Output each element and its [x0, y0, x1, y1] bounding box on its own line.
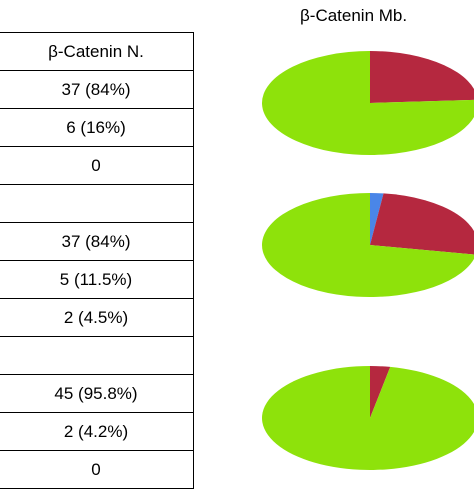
table-row: 37 (84%) [0, 70, 194, 109]
pie-slice-red [370, 193, 474, 255]
pie-slice-blue [370, 193, 384, 245]
pie-chart-1 [262, 51, 474, 155]
table-cell [0, 184, 194, 223]
table-cell: 45 (95.8%) [0, 374, 194, 413]
pie-slice-green [262, 51, 474, 155]
pie-chart-3 [262, 366, 474, 470]
table-row: 5 (11.5%) [0, 260, 194, 299]
membrane-title: β-Catenin Mb. [300, 6, 408, 25]
table-row: 6 (16%) [0, 108, 194, 147]
pie-chart-2 [262, 193, 474, 297]
table-header-row: β-Catenin N. [0, 32, 194, 71]
pie-slice-green [262, 366, 474, 470]
table-header-cell: β-Catenin N. [0, 32, 194, 71]
pie-slice-green [262, 193, 474, 297]
table-row: 0 [0, 146, 194, 185]
pie-slice-red [370, 366, 391, 418]
table-cell: 5 (11.5%) [0, 260, 194, 299]
table-cell: 6 (16%) [0, 108, 194, 147]
membrane-pie-charts [262, 51, 474, 470]
table-row: 2 (4.2%) [0, 412, 194, 451]
table-row: 45 (95.8%) [0, 374, 194, 413]
table-cell: 37 (84%) [0, 70, 194, 109]
table-cell: 2 (4.2%) [0, 412, 194, 451]
table-row [0, 184, 194, 223]
beta-catenin-nuclear-table: β-Catenin N. 37 (84%) 6 (16%) 0 37 (84%)… [0, 32, 194, 489]
table-row: 2 (4.5%) [0, 298, 194, 337]
table-cell: 2 (4.5%) [0, 298, 194, 337]
pie-slice-red [370, 51, 474, 103]
table-cell: 0 [0, 146, 194, 185]
